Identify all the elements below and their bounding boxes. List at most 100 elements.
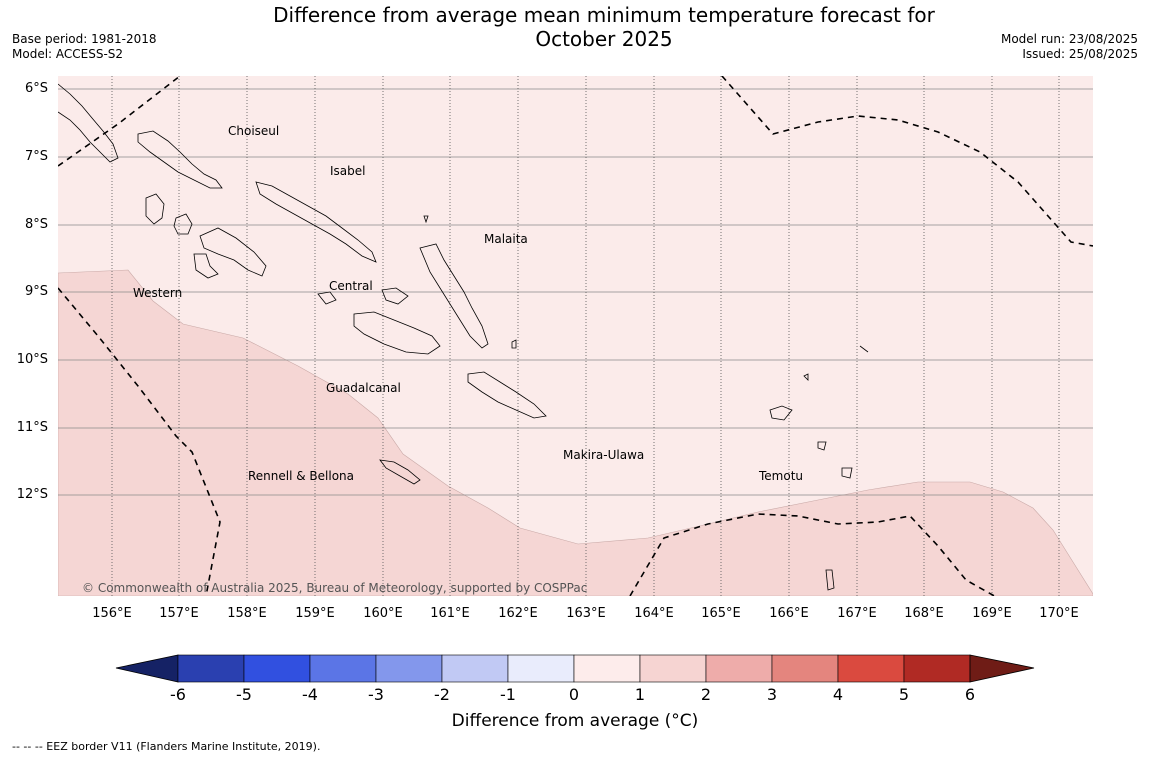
- lat-gridlines: [58, 88, 1093, 496]
- island-malaita: [419, 243, 489, 349]
- island-bougainville: [58, 83, 119, 163]
- island-rendova: [193, 253, 219, 279]
- region-label-temotu: Temotu: [759, 469, 804, 483]
- colorbar-tick: 4: [832, 685, 844, 704]
- colorbar-cell-neg1-0: [507, 654, 575, 683]
- island-makira: [467, 371, 547, 419]
- lon-label-161e: 161°E: [430, 606, 470, 621]
- colorbar-cell-0-1: [573, 654, 641, 683]
- colorbar-tick: -6: [170, 685, 186, 704]
- base-period: Base period: 1981-2018: [12, 32, 157, 46]
- colorbar-tick: 2: [700, 685, 712, 704]
- colorbar-cell-5-6: [903, 654, 971, 683]
- island-isabel: [255, 181, 377, 263]
- region-label-choiseul: Choiseul: [228, 124, 280, 138]
- lon-label-164e: 164°E: [634, 606, 674, 621]
- island-santa-cruz: [769, 405, 793, 421]
- eez-footnote: -- -- -- EEZ border V11 (Flanders Marine…: [12, 740, 321, 753]
- lat-label-8s: 8°S: [24, 217, 48, 232]
- island-new-georgia-group: [199, 227, 267, 277]
- lon-label-166e: 166°E: [769, 606, 809, 621]
- lon-label-169e: 169°E: [972, 606, 1012, 621]
- colorbar-tick: 6: [964, 685, 976, 704]
- colorbar-cell-neg2-neg1: [441, 654, 509, 683]
- region-label-western: Western: [133, 286, 183, 300]
- map-title: Difference from average mean minimum tem…: [220, 3, 988, 51]
- island-small-7: [859, 345, 869, 353]
- colorbar-cell-4-5: [837, 654, 905, 683]
- region-label-rennell-bellona: Rennell & Bellona: [248, 469, 355, 483]
- colorbar-extend-low: [115, 654, 179, 683]
- colorbar-tick: 0: [568, 685, 580, 704]
- model-name: Model: ACCESS-S2: [12, 47, 124, 61]
- lat-label-9s: 9°S: [24, 284, 48, 299]
- island-florida: [381, 287, 409, 305]
- lon-label-156e: 156°E: [92, 606, 132, 621]
- island-small-6: [423, 215, 429, 224]
- title-line-1: Difference from average mean minimum tem…: [273, 3, 935, 27]
- lon-label-159e: 159°E: [295, 606, 335, 621]
- lat-label-12s: 12°S: [16, 487, 48, 502]
- coastlines: [58, 83, 869, 591]
- lon-label-160e: 160°E: [363, 606, 403, 621]
- colorbar-cell-neg3-neg2: [375, 654, 443, 683]
- colorbar-cell-1-2: [639, 654, 707, 683]
- map-panel: [58, 76, 1093, 596]
- eez-borders: [58, 76, 1093, 596]
- island-small-3: [803, 373, 809, 381]
- colorbar-svg: [115, 654, 1035, 683]
- colorbar-cell-neg6-neg5: [177, 654, 245, 683]
- region-label-isabel: Isabel: [330, 164, 366, 178]
- meta-right: Model run: 23/08/2025 Issued: 25/08/2025: [1001, 32, 1138, 62]
- lon-label-163e: 163°E: [566, 606, 606, 621]
- colorbar-tick: -1: [500, 685, 516, 704]
- lat-label-10s: 10°S: [16, 352, 48, 367]
- model-run: Model run: 23/08/2025: [1000, 32, 1138, 46]
- lon-label-168e: 168°E: [904, 606, 944, 621]
- colorbar: [0, 650, 1150, 690]
- issued-date: Issued: 25/08/2025: [1022, 47, 1138, 61]
- lat-label-6s: 6°S: [24, 81, 48, 96]
- island-rennell: [379, 459, 421, 485]
- lon-label-157e: 157°E: [159, 606, 199, 621]
- colorbar-tick: 1: [634, 685, 646, 704]
- map-svg: [58, 76, 1093, 596]
- eez-border-east-arc: [721, 76, 1093, 247]
- eez-border-south: [629, 513, 997, 596]
- title-line-2: October 2025: [535, 27, 673, 51]
- colorbar-tick: -3: [368, 685, 384, 704]
- lon-label-158e: 158°E: [227, 606, 267, 621]
- meta-left: Base period: 1981-2018 Model: ACCESS-S2: [12, 32, 157, 62]
- lat-label-11s: 11°S: [16, 420, 48, 435]
- colorbar-tick: -2: [434, 685, 450, 704]
- island-small-2: [841, 467, 853, 479]
- island-guadalcanal: [353, 311, 441, 355]
- colorbar-cell-3-4: [771, 654, 839, 683]
- island-small-1: [817, 441, 827, 451]
- colorbar-tick: 3: [766, 685, 778, 704]
- copyright-notice: © Commonwealth of Australia 2025, Bureau…: [82, 581, 588, 595]
- anomaly-zone-1-2: [58, 269, 1093, 596]
- region-label-central: Central: [329, 279, 373, 293]
- lon-label-162e: 162°E: [498, 606, 538, 621]
- region-label-makira-ulawa: Makira-Ulawa: [563, 448, 645, 462]
- colorbar-cells: [177, 654, 971, 683]
- island-small-5: [511, 339, 517, 349]
- colorbar-cell-neg5-neg4: [243, 654, 311, 683]
- region-label-malaita: Malaita: [484, 232, 528, 246]
- island-new-georgia: [145, 193, 165, 225]
- lon-label-167e: 167°E: [837, 606, 877, 621]
- lon-label-170e: 170°E: [1039, 606, 1079, 621]
- lat-label-7s: 7°S: [24, 149, 48, 164]
- eez-border-west: [58, 287, 221, 596]
- island-kolombangara: [173, 213, 193, 235]
- colorbar-tick: -5: [236, 685, 252, 704]
- lon-label-165e: 165°E: [701, 606, 741, 621]
- colorbar-tick: 5: [898, 685, 910, 704]
- colorbar-label: Difference from average (°C): [451, 711, 699, 731]
- island-choiseul: [137, 130, 223, 189]
- island-small-4: [825, 569, 835, 591]
- colorbar-cell-2-3: [705, 654, 773, 683]
- eez-border-north-west: [58, 76, 181, 167]
- colorbar-extend-high: [969, 654, 1035, 683]
